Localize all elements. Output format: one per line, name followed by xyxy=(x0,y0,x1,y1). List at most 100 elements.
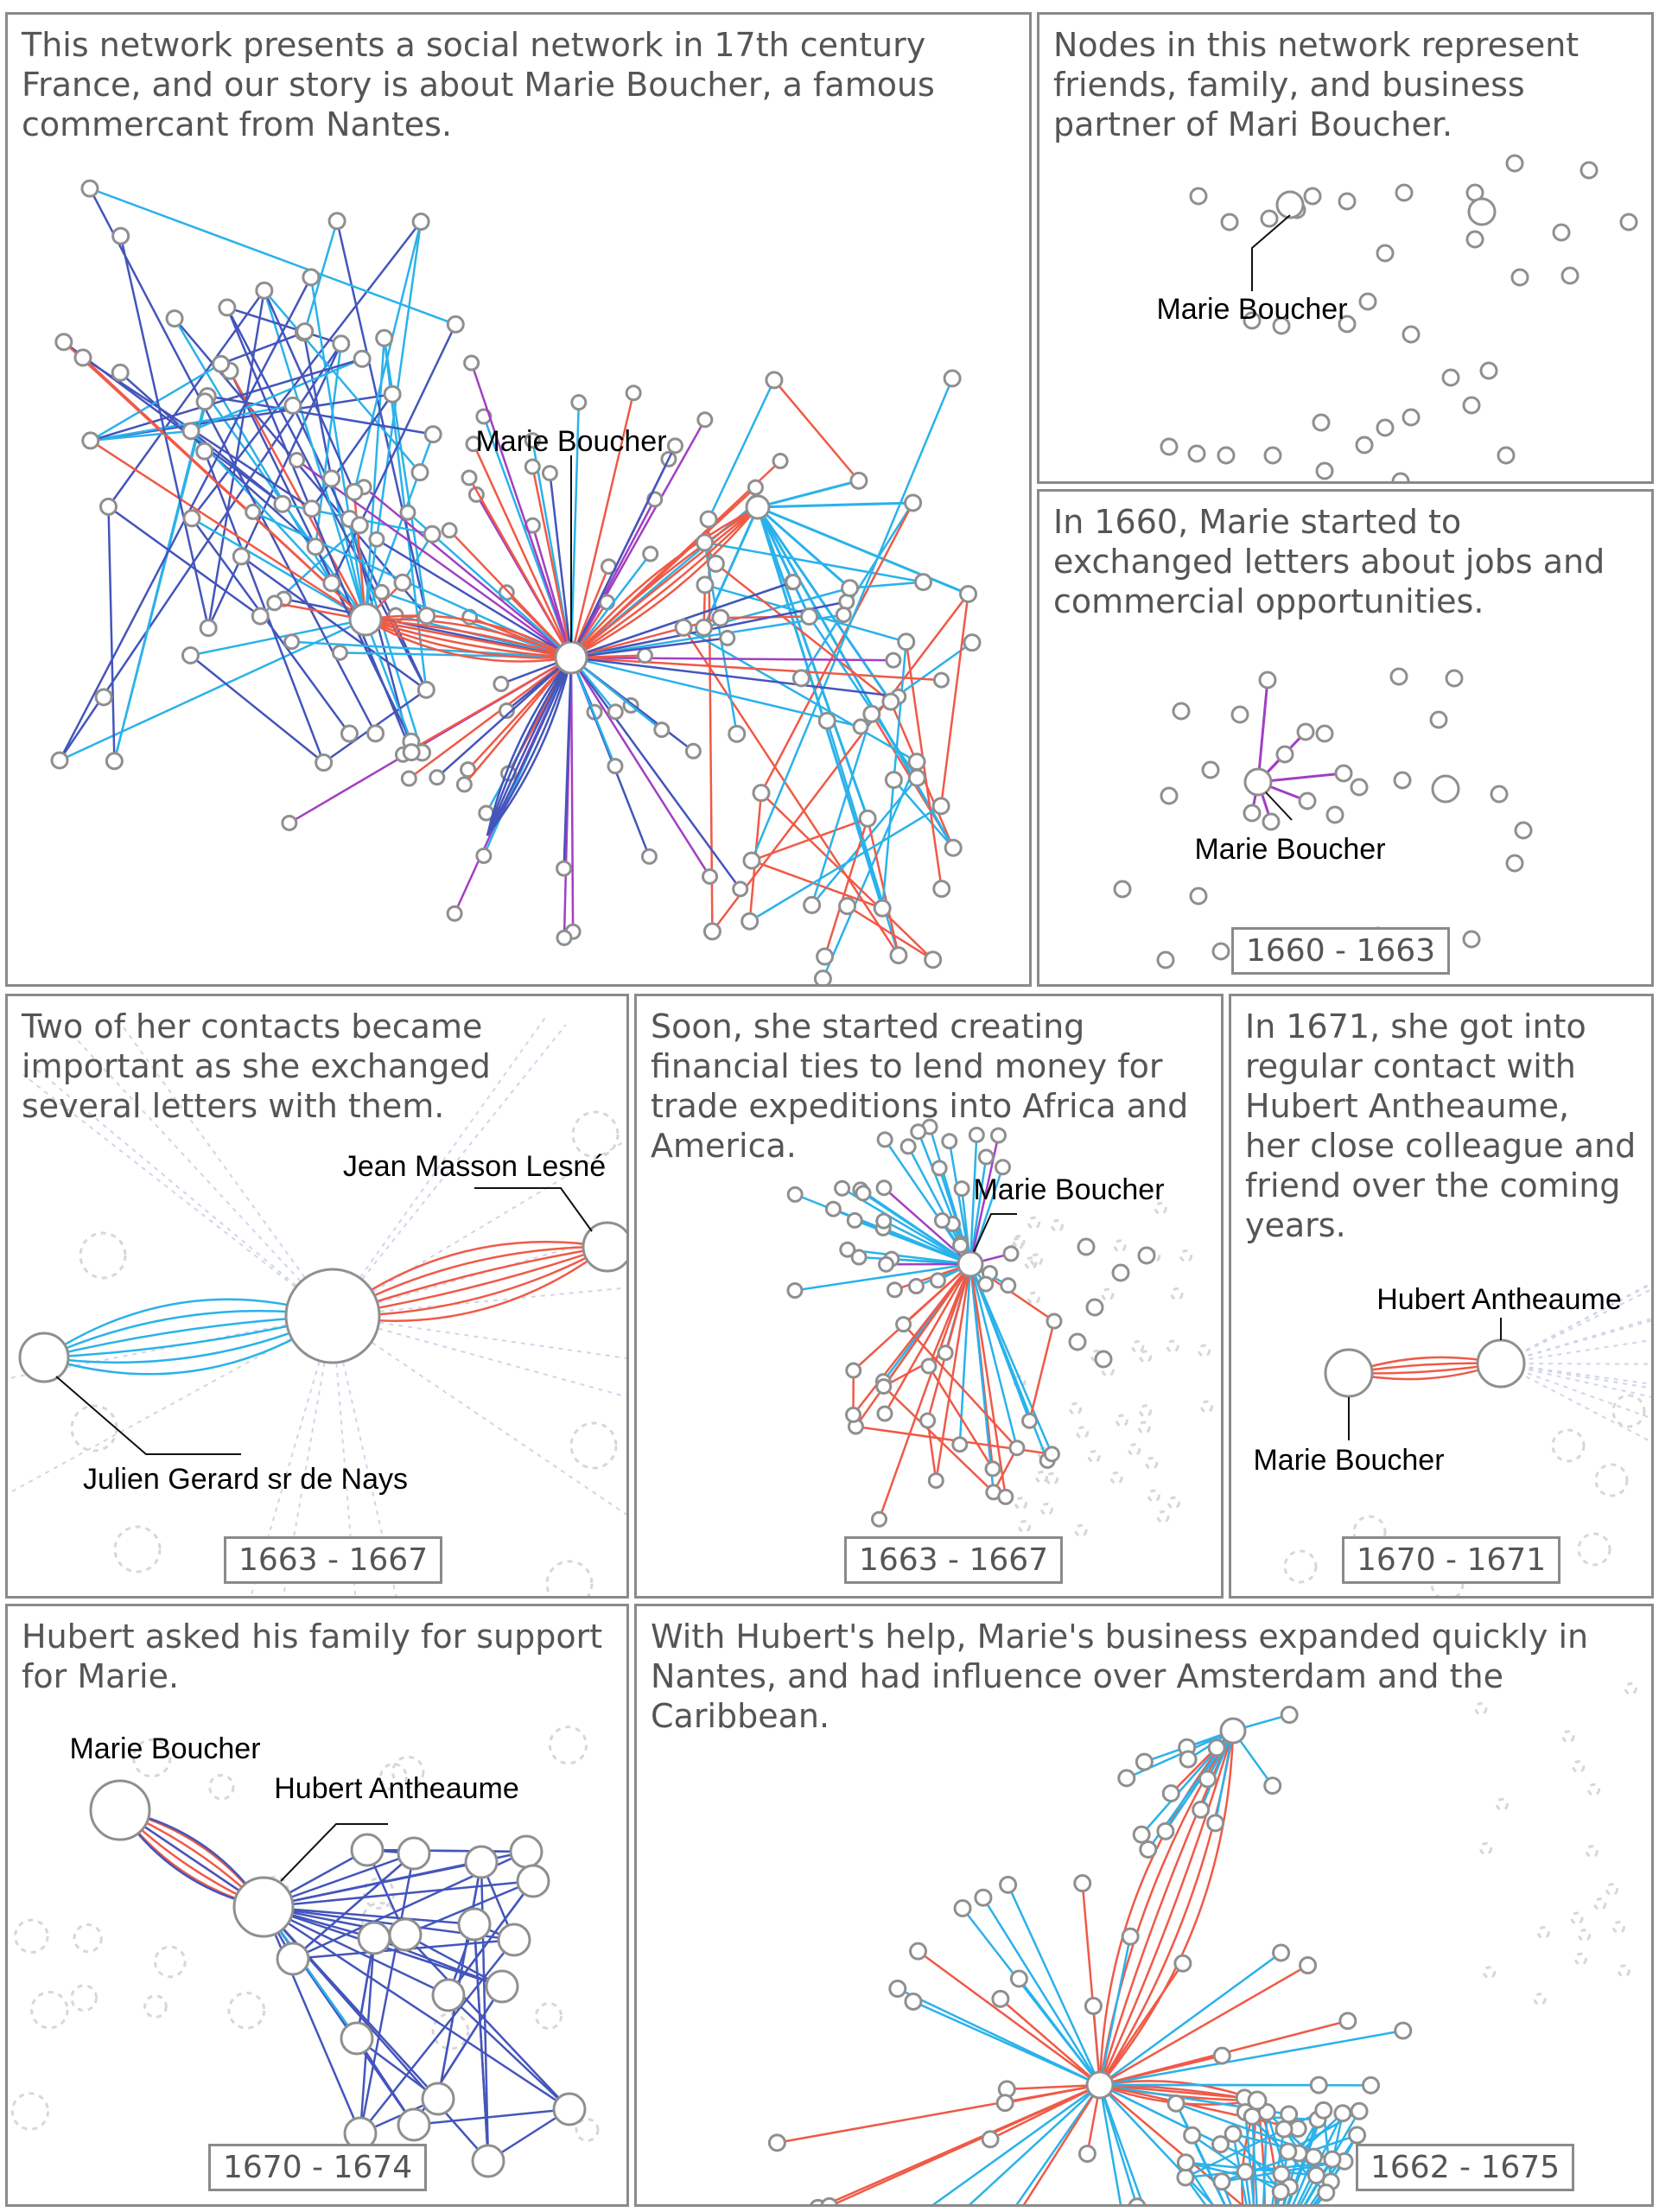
node xyxy=(1348,2126,1367,2145)
edge xyxy=(226,306,343,346)
edge xyxy=(1244,2111,1255,2204)
node xyxy=(1260,209,1279,228)
edge xyxy=(569,401,581,659)
node xyxy=(696,575,715,594)
node xyxy=(995,2094,1014,2113)
edge xyxy=(1098,1964,1309,2087)
edge xyxy=(969,1262,1019,1449)
node xyxy=(1068,1332,1087,1351)
ghost-node xyxy=(1024,1256,1038,1270)
edge xyxy=(467,476,573,659)
node xyxy=(1192,1800,1211,1819)
ghost-node xyxy=(1179,1249,1193,1263)
node xyxy=(516,1864,550,1898)
node xyxy=(904,1992,923,2011)
edge xyxy=(88,187,457,326)
label-leader xyxy=(1265,791,1293,821)
ghost-node xyxy=(1585,1845,1599,1859)
edge xyxy=(310,392,394,510)
edge xyxy=(569,656,900,698)
node xyxy=(350,1833,385,1867)
ghost-node xyxy=(132,1738,172,1778)
node xyxy=(1094,1350,1113,1369)
edge xyxy=(364,220,423,621)
node xyxy=(431,1978,466,2012)
node xyxy=(1315,461,1334,480)
node xyxy=(570,394,588,411)
edge xyxy=(703,541,925,583)
node xyxy=(1156,950,1175,969)
edge xyxy=(375,538,573,659)
node xyxy=(878,1255,895,1273)
ghost-node xyxy=(1012,1235,1026,1249)
node xyxy=(1111,1263,1130,1282)
node xyxy=(871,1510,888,1528)
node xyxy=(1128,2197,1147,2204)
ghost-node xyxy=(1536,1926,1550,1940)
ghost-node xyxy=(1139,1350,1153,1363)
edge xyxy=(262,1905,571,2111)
node xyxy=(885,652,902,669)
edge-bundle xyxy=(1098,1730,1235,2086)
node xyxy=(552,2092,587,2126)
node xyxy=(765,371,784,390)
edge-bundle xyxy=(365,618,572,663)
edge xyxy=(748,804,943,923)
node xyxy=(554,640,588,675)
node xyxy=(327,212,346,231)
edge xyxy=(1098,2083,1122,2204)
edge xyxy=(1282,2152,1300,2204)
node xyxy=(1077,1237,1096,1256)
edge xyxy=(263,289,356,493)
ghost-node xyxy=(1551,1428,1586,1463)
node xyxy=(111,363,130,382)
edge-bundle xyxy=(365,618,572,659)
ghost-node xyxy=(1027,1216,1041,1230)
edge xyxy=(1231,2133,1248,2204)
edge xyxy=(810,713,874,906)
node xyxy=(839,1241,856,1258)
edge xyxy=(190,517,367,621)
node xyxy=(1429,710,1448,729)
ghost-edge xyxy=(1500,1363,1651,1389)
ghost-node xyxy=(548,1726,588,1765)
node xyxy=(524,432,541,449)
panel-nodes-explained: Nodes in this network represent friends,… xyxy=(1037,12,1654,484)
node xyxy=(195,392,214,411)
edge xyxy=(852,1262,972,1416)
node xyxy=(1201,760,1220,779)
node xyxy=(862,704,881,723)
ghost-edge xyxy=(1500,1363,1651,1365)
node xyxy=(1243,804,1262,823)
node xyxy=(907,753,926,772)
node xyxy=(388,1917,423,1952)
node xyxy=(1219,1717,1247,1745)
edge xyxy=(401,533,434,584)
node xyxy=(1172,702,1191,721)
node xyxy=(1176,2153,1195,2172)
ghost-node xyxy=(569,1421,618,1470)
edge-bundle xyxy=(365,618,572,659)
ghost-node xyxy=(208,1774,235,1801)
node xyxy=(524,458,541,475)
edge-bundle xyxy=(365,618,572,659)
node xyxy=(1280,2105,1299,2124)
edge-bundle xyxy=(486,657,573,836)
node xyxy=(509,1834,543,1869)
edge xyxy=(467,656,573,771)
node xyxy=(910,1123,927,1141)
node xyxy=(1445,669,1464,688)
node xyxy=(498,702,515,719)
period-badge: 1660 - 1663 xyxy=(1231,927,1451,975)
node xyxy=(974,1888,993,1907)
node xyxy=(817,711,836,730)
edge xyxy=(927,1364,995,1471)
marie-boucher-label: Marie Boucher xyxy=(1156,293,1347,326)
node xyxy=(1274,2120,1294,2139)
node xyxy=(1137,1246,1156,1265)
node xyxy=(1272,2164,1291,2183)
node xyxy=(54,333,73,352)
node xyxy=(873,899,892,918)
node xyxy=(1113,880,1132,899)
expansion-graph xyxy=(767,1681,1637,2204)
